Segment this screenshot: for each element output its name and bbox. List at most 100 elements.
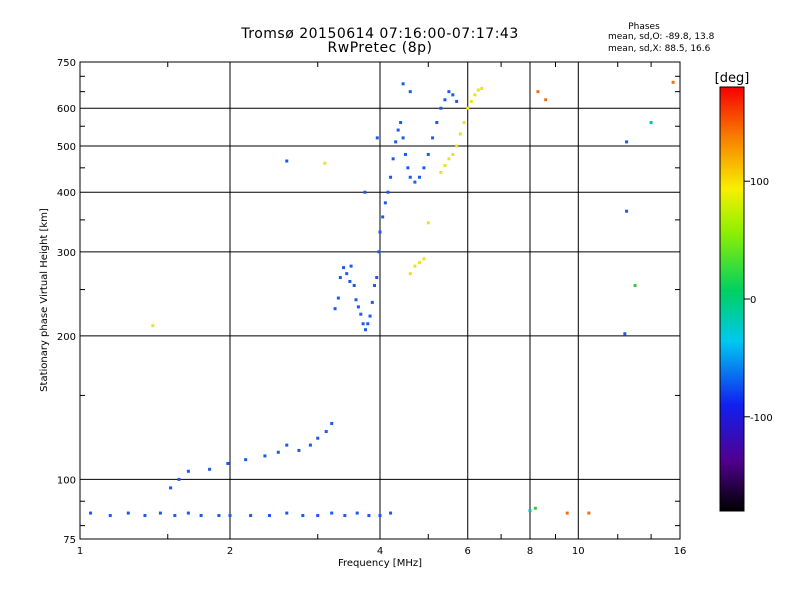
data-point [633,283,637,287]
colorbar-ticks: 100 0 -100 [744,177,773,424]
phases-title: Phases [628,22,660,32]
data-point [308,443,312,447]
colorbar-tick-label: 0 [750,295,756,306]
data-point [408,175,412,179]
data-point [361,322,365,326]
data-point [375,136,379,140]
data-point [435,121,439,125]
data-point [349,264,353,268]
data-point [480,86,484,90]
data-point [108,514,112,518]
data-point [173,514,177,518]
data-point [426,152,430,156]
data-point [394,140,398,144]
data-point [186,469,190,473]
data-point [417,260,421,264]
data-point [671,80,675,84]
data-point [244,458,248,462]
data-point [413,180,417,184]
colorbar-gradient [719,86,745,512]
phases-o-mode-stats: mean, sd,O: -89.8, 13.8 [608,32,715,42]
plot-frame [79,61,681,540]
data-point [323,161,327,165]
data-point [336,296,340,300]
axis-ticks: 1 2 4 6 8 10 16 75 100 200 300 400 500 600 750 [57,58,686,557]
chart-subtitle: RwPretec (8p) [327,40,433,56]
x-tick-label: 10 [572,546,585,557]
y-tick-label: 75 [63,535,76,546]
x-tick-label: 16 [674,546,687,557]
data-point [439,170,443,174]
data-point [431,136,435,140]
x-axis-label: Frequency [MHz] [338,558,422,569]
data-point [276,450,280,454]
data-point [466,106,470,110]
data-point [383,201,387,205]
data-point [208,467,212,471]
y-tick-label: 500 [57,142,76,153]
y-tick-label: 100 [57,475,76,486]
data-point [316,514,320,518]
data-point [366,322,370,326]
data-point [359,312,363,316]
data-point [377,250,381,254]
data-point [462,121,466,125]
data-point [455,99,459,103]
data-point [378,230,382,234]
data-point [417,175,421,179]
data-point [401,82,405,86]
data-point [378,514,382,518]
data-point [403,152,407,156]
data-point [528,509,532,513]
data-point [408,90,412,94]
data-point [375,276,379,280]
data-point [143,514,147,518]
data-point [533,506,537,510]
data-point [625,140,629,144]
y-axis-label: Stationary phase Virtual Height [km] [39,208,50,392]
data-point [158,511,162,515]
colorbar-tick-label: 100 [750,177,769,188]
data-point [169,486,173,490]
phases-x-mode-stats: mean, sd,X: 88.5, 16.6 [608,44,711,54]
data-point [443,98,447,102]
data-point [126,511,130,515]
data-point [389,175,393,179]
data-point [396,128,400,132]
y-tick-label: 300 [57,248,76,259]
data-point [469,99,473,103]
data-point [342,266,346,270]
data-point [301,514,305,518]
data-point [473,93,477,97]
y-tick-label: 200 [57,332,76,343]
colorbar: [deg] 100 0 -100 [715,71,773,512]
data-point [408,272,412,276]
data-point [455,144,459,148]
data-points [89,80,675,518]
data-point [544,98,548,102]
y-tick-label: 600 [57,104,76,115]
data-point [451,152,455,156]
data-point [356,305,360,309]
data-point [422,166,426,170]
data-point [338,276,342,280]
data-point [389,511,393,515]
data-point [345,272,349,276]
data-point [330,421,334,425]
data-point [263,454,267,458]
data-point [443,164,447,168]
data-point [565,511,569,515]
data-point [177,477,181,481]
data-point [476,88,480,92]
data-point [228,514,232,518]
x-tick-label: 6 [465,546,471,557]
data-point [587,511,591,515]
data-point [391,157,395,161]
data-point [226,461,230,465]
data-point [386,190,390,194]
data-point [458,132,462,136]
colorbar-tick-label: -100 [750,413,773,424]
data-point [413,264,417,268]
data-point [89,511,93,515]
